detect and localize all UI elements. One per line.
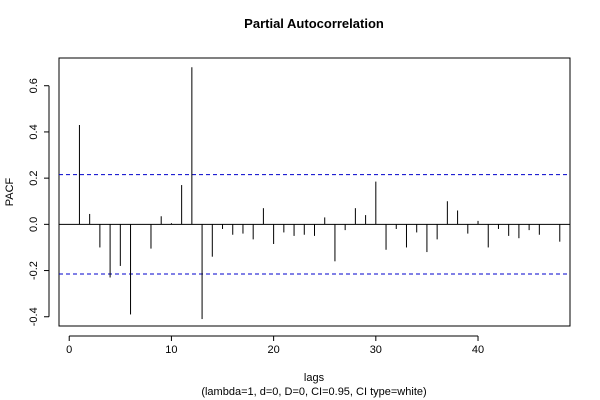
chart-title: Partial Autocorrelation [244, 16, 384, 31]
x-tick-label: 40 [472, 344, 484, 356]
confidence-bands [59, 174, 570, 275]
y-tick-label: 0.2 [28, 170, 40, 185]
y-tick-label: 0.6 [28, 78, 40, 93]
x-axis-label: lags [304, 372, 325, 384]
pacf-bars [78, 67, 561, 320]
x-tick-label: 0 [66, 344, 72, 356]
x-tick-label: 20 [267, 344, 279, 356]
y-axis-label: PACF [4, 177, 16, 206]
x-axis-sublabel: (lambda=1, d=0, D=0, CI=0.95, CI type=wh… [201, 386, 426, 398]
y-tick-label: 0.4 [28, 124, 40, 139]
x-axis: 0 10 20 30 40 [66, 335, 484, 356]
y-axis: -0.4 -0.2 0.0 0.2 0.4 0.6 [28, 78, 50, 326]
plot-frame [58, 57, 571, 327]
x-tick-label: 30 [370, 344, 382, 356]
y-tick-label: -0.2 [28, 261, 40, 280]
y-tick-label: 0.0 [28, 217, 40, 232]
y-tick-label: -0.4 [28, 307, 40, 326]
x-tick-label: 10 [165, 344, 177, 356]
